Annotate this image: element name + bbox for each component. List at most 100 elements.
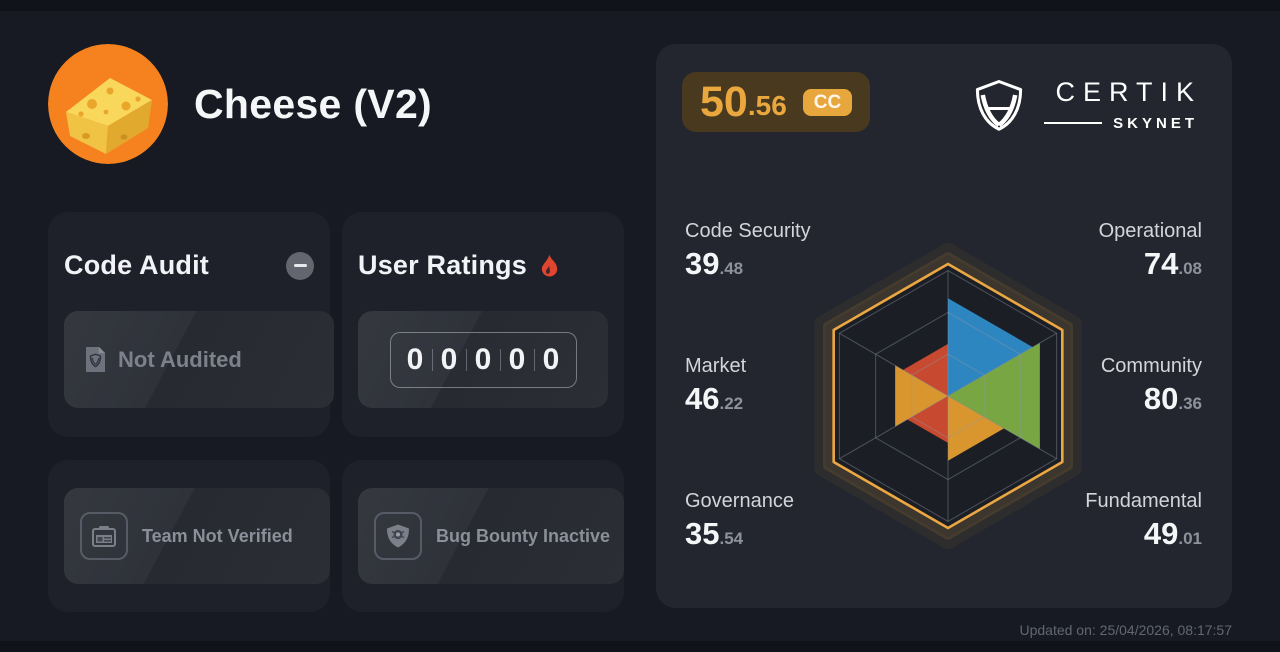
metric-value-int: 74: [1143, 246, 1179, 281]
token-header: Cheese (V2): [48, 44, 432, 164]
bug-bounty-status-panel: Bug Bounty Inactive: [358, 488, 624, 584]
metric-value-int: 35: [685, 516, 720, 551]
cheese-logo-icon: [48, 44, 168, 164]
skynet-panel: 50 .56 CC CERTIK SKYNET Code Security 39.…: [656, 44, 1232, 608]
metric-value-dec: .08: [1178, 259, 1202, 278]
top-strip: [0, 0, 1280, 11]
metric-community-label: Community: [1100, 355, 1202, 377]
code-audit-header: Code Audit: [64, 250, 314, 281]
radar-grid-radial: [947, 395, 1057, 460]
radar-glow-outer: [814, 242, 1082, 550]
radar-grid-ring: [875, 311, 1021, 481]
minus-icon[interactable]: [286, 251, 314, 280]
metric-governance-label: Governance: [685, 490, 794, 512]
metric-value-dec: .48: [719, 259, 744, 278]
score-grade-badge: CC: [802, 88, 853, 116]
metric-value-int: 46: [685, 381, 720, 416]
metric-operational: Operational 74.08: [972, 220, 1202, 279]
digit-separator: [431, 348, 433, 371]
bottom-strip: [0, 641, 1280, 652]
page-title: Cheese (V2): [194, 80, 433, 127]
bug-bounty-status-text: Bug Bounty Inactive: [436, 525, 611, 546]
score-integer: 50: [700, 77, 748, 126]
rating-digit: 0: [474, 342, 492, 376]
rating-digit: 0: [508, 342, 526, 376]
radar-wedge-community: [948, 342, 1040, 450]
team-verification-card: Team Not Verified: [48, 460, 330, 612]
digit-separator: [499, 348, 501, 371]
audit-report-icon: [86, 347, 105, 372]
metric-value-int: 39: [685, 246, 720, 281]
radar-wedge-code-security: [902, 343, 948, 396]
security-score-pill[interactable]: 50 .56 CC: [682, 72, 871, 132]
metric-value-dec: .22: [719, 394, 744, 413]
brand-name: CERTIK: [1055, 76, 1202, 107]
flame-icon: [541, 254, 558, 277]
radar-wedge-governance: [907, 396, 948, 443]
metric-governance: Governance 35.54: [685, 490, 915, 549]
score-decimal: .56: [747, 90, 787, 121]
id-card-glyph: [92, 526, 116, 547]
digit-separator: [465, 348, 467, 371]
metric-code-security-label: Code Security: [685, 220, 811, 242]
radar-grid-radial: [839, 395, 949, 460]
metric-value-int: 49: [1143, 516, 1179, 551]
user-ratings-title: User Ratings: [358, 250, 527, 280]
brand-sub-label: SKYNET: [1113, 114, 1198, 132]
radar-wedge-market: [895, 365, 948, 427]
cheese-logo-svg: [48, 44, 168, 164]
user-ratings-header: User Ratings: [358, 250, 608, 281]
radar-grid-ring: [911, 353, 985, 439]
radar-glow-inner: [822, 252, 1074, 540]
metric-market-label: Market: [685, 355, 747, 377]
metric-code-security: Code Security 39.48: [685, 220, 915, 279]
radar-wedge-fundamental: [948, 396, 1005, 461]
metric-operational-value: 74.08: [972, 248, 1202, 279]
minus-bar: [293, 264, 307, 267]
metric-value-dec: .01: [1178, 529, 1202, 548]
certik-shield-icon: [976, 79, 1023, 131]
metric-operational-label: Operational: [1098, 220, 1202, 242]
metric-fundamental: Fundamental 49.01: [972, 490, 1202, 549]
bug-shield-glyph: [387, 524, 409, 548]
metric-code-security-value: 39.48: [685, 248, 915, 279]
radar-grid-radial: [947, 332, 1057, 397]
metric-value-int: 80: [1143, 381, 1179, 416]
bug-shield-icon: [374, 512, 422, 560]
radar-chart-svg: [814, 242, 1082, 550]
radar-grid-ring: [838, 270, 1058, 522]
radar-grid-radial: [839, 332, 949, 397]
metric-fundamental-value: 49.01: [972, 518, 1202, 549]
metric-governance-value: 35.54: [685, 518, 915, 549]
team-status-text: Team Not Verified: [142, 525, 293, 546]
metric-market-value: 46.22: [685, 383, 915, 414]
metric-community-value: 80.36: [972, 383, 1202, 414]
code-audit-title: Code Audit: [64, 250, 209, 280]
rating-digit: 0: [406, 342, 424, 376]
digit-separator: [533, 348, 535, 371]
team-status-panel: Team Not Verified: [64, 488, 330, 584]
code-audit-card: Code Audit Not Audited: [48, 212, 334, 437]
metric-market: Market 46.22: [685, 355, 915, 414]
metric-value-dec: .54: [719, 529, 744, 548]
brand-text: CERTIK SKYNET: [1044, 77, 1194, 132]
certik-skynet-logo: CERTIK SKYNET: [972, 74, 1194, 134]
brand-divider-line: [1044, 122, 1103, 124]
rating-digit: 0: [440, 342, 458, 376]
last-updated-text: Updated on: 25/04/2026, 08:17:57: [1019, 622, 1232, 638]
metric-fundamental-label: Fundamental: [1085, 490, 1202, 512]
audit-status-text: Not Audited: [118, 346, 242, 372]
bug-bounty-card: Bug Bounty Inactive: [342, 460, 624, 612]
brand-subtitle: SKYNET: [1044, 115, 1194, 132]
metric-community: Community 80.36: [972, 355, 1202, 414]
metric-value-dec: .36: [1178, 394, 1202, 413]
radar-wedge-operational: [948, 298, 1033, 396]
rating-digit: 0: [542, 342, 560, 376]
id-card-icon: [80, 512, 128, 560]
radar-chart: [778, 226, 1118, 566]
audit-status-panel: Not Audited: [64, 311, 334, 408]
